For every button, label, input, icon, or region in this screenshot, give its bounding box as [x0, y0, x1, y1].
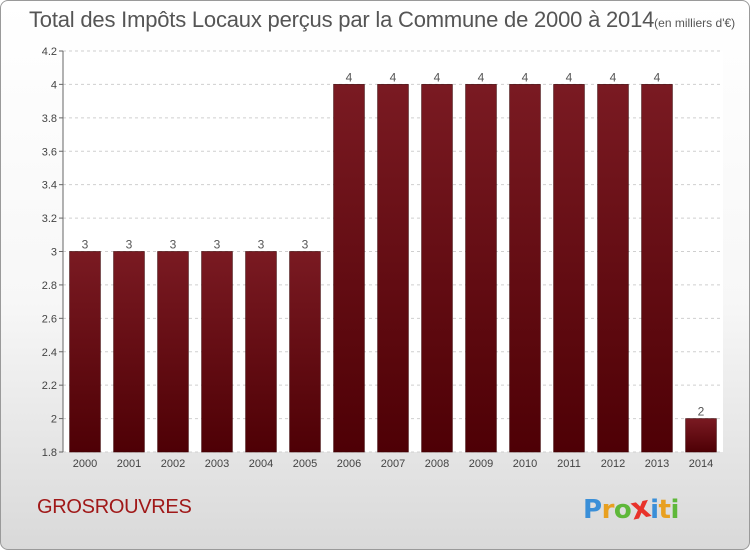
x-tick-label: 2005	[293, 458, 317, 470]
y-tick-label: 2.8	[42, 280, 57, 292]
y-tick-label: 3.4	[42, 180, 57, 192]
y-tick-label: 4	[51, 79, 57, 91]
data-label: 4	[610, 70, 617, 84]
y-tick-label: 2.6	[42, 313, 57, 325]
data-label: 4	[566, 70, 573, 84]
bar-2005	[289, 251, 321, 453]
x-axis-ticks: 2000 2001 2002 2003 2004 2005 2006 2007 2008 2009…	[73, 458, 713, 470]
x-tick-label: 2002	[161, 458, 185, 470]
data-label: 3	[258, 238, 265, 252]
data-label: 3	[126, 238, 133, 252]
x-tick-label: 2007	[381, 458, 405, 470]
data-label: 4	[654, 70, 661, 84]
x-tick-label: 2004	[249, 458, 273, 470]
y-tick-label: 3	[51, 247, 57, 259]
logo-letter: r	[601, 495, 615, 525]
x-tick-label: 2006	[337, 458, 361, 470]
data-label: 4	[478, 70, 485, 84]
y-tick-label: 3.2	[42, 213, 57, 225]
bar-2014	[685, 418, 717, 453]
data-label: 4	[346, 70, 353, 84]
y-tick-label: 1.8	[42, 447, 57, 459]
logo-letter: i	[650, 495, 659, 525]
data-label: 3	[82, 238, 89, 252]
chart-title: Total des Impôts Locaux perçus par la Co…	[29, 7, 735, 33]
y-tick-label: 2.4	[42, 347, 57, 359]
bar-2010	[509, 84, 541, 453]
bar-2002	[157, 251, 189, 453]
data-label: 3	[214, 238, 221, 252]
data-label: 3	[302, 238, 309, 252]
x-tick-label: 2012	[601, 458, 625, 470]
data-label: 4	[522, 70, 529, 84]
logo-letter: o	[613, 495, 632, 525]
bar-2011	[553, 84, 585, 453]
y-tick-label: 3.6	[42, 146, 57, 158]
x-tick-label: 2013	[645, 458, 669, 470]
data-label: 3	[170, 238, 177, 252]
bar-2000	[69, 251, 101, 453]
proxiti-logo: Proxiti	[583, 489, 679, 527]
bar-2012	[597, 84, 629, 453]
x-tick-label: 2011	[557, 458, 581, 470]
bar-2009	[465, 84, 497, 453]
data-labels: 3 3 3 3 3 3 4 4 4 4 4 4 4 4 2	[82, 70, 705, 418]
x-tick-label: 2008	[425, 458, 449, 470]
bars	[69, 84, 717, 453]
y-axis-ticks: 1.8 2 2.2 2.4 2.6 2.8 3 3.2 3.4 3.6 3.8 4 4.2	[42, 46, 63, 459]
x-tick-label: 2010	[513, 458, 537, 470]
bar-2013	[641, 84, 673, 453]
commune-name: GROSROUVRES	[37, 496, 192, 518]
logo-letter: P	[583, 495, 602, 525]
x-tick-label: 2001	[117, 458, 141, 470]
bar-2004	[245, 251, 277, 453]
bar-2008	[421, 84, 453, 453]
bar-2001	[113, 251, 145, 453]
x-tick-label: 2014	[689, 458, 713, 470]
bar-2006	[333, 84, 365, 453]
data-label: 4	[434, 70, 441, 84]
y-tick-label: 4.2	[42, 46, 57, 58]
x-tick-label: 2009	[469, 458, 493, 470]
logo-letter: i	[670, 495, 679, 525]
chart-unit-note: (en milliers d'€)	[654, 16, 736, 30]
y-tick-label: 2	[51, 414, 57, 426]
y-tick-label: 2.2	[42, 380, 57, 392]
chart-title-text: Total des Impôts Locaux perçus par la Co…	[29, 7, 655, 32]
data-label: 2	[698, 405, 705, 419]
x-tick-label: 2000	[73, 458, 97, 470]
bar-2007	[377, 84, 409, 453]
data-label: 4	[390, 70, 397, 84]
bar-2003	[201, 251, 233, 453]
logo-letter: t	[658, 495, 671, 525]
y-tick-label: 3.8	[42, 113, 57, 125]
x-tick-label: 2003	[205, 458, 229, 470]
